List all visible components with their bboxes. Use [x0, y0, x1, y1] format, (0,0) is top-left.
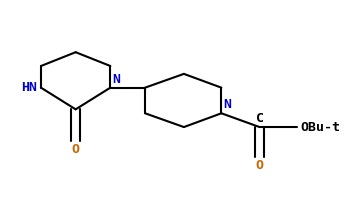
Text: HN: HN: [22, 81, 37, 94]
Text: OBu-t: OBu-t: [300, 121, 340, 134]
Text: C: C: [255, 112, 264, 125]
Text: O: O: [71, 143, 80, 156]
Text: O: O: [255, 159, 264, 172]
Text: N: N: [112, 73, 120, 86]
Text: N: N: [223, 98, 231, 111]
